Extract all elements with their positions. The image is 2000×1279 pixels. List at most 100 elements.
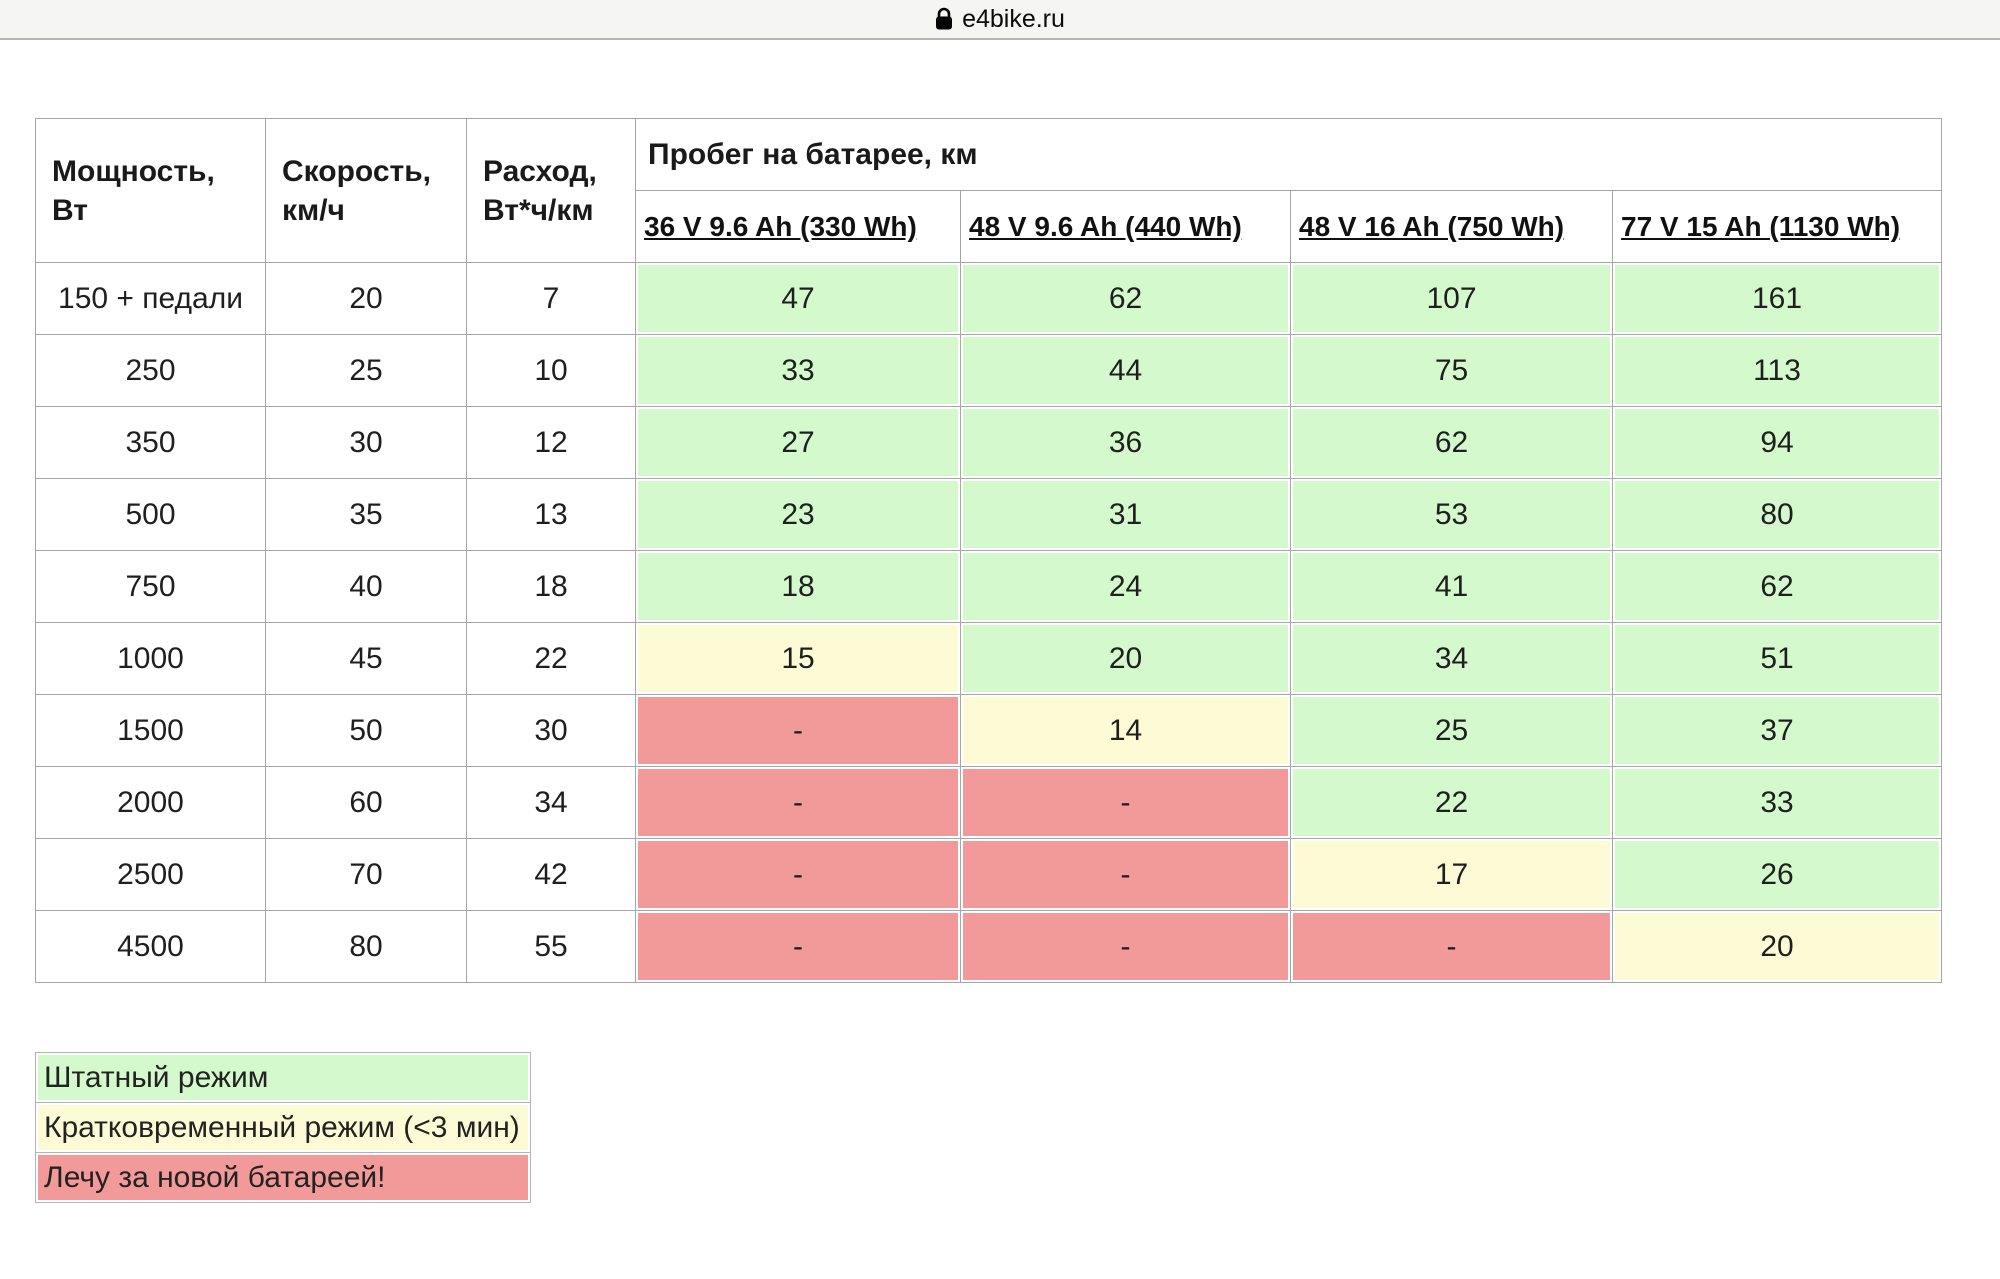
table-row: 250 25 10 33 44 75 113 xyxy=(35,334,1942,407)
range-cell-red: - xyxy=(960,838,1291,911)
range-cell-green: 107 xyxy=(1290,262,1613,335)
power-cell: 250 xyxy=(35,334,266,407)
range-cell-red: - xyxy=(960,910,1291,983)
range-cell-green: 51 xyxy=(1612,622,1942,695)
range-cell-red: - xyxy=(1290,910,1613,983)
range-cell-green: 94 xyxy=(1612,406,1942,479)
range-cell-green: 27 xyxy=(635,406,961,479)
range-cell-yellow: 14 xyxy=(960,694,1291,767)
range-cell-green: 33 xyxy=(1612,766,1942,839)
range-cell-green: 26 xyxy=(1612,838,1942,911)
header-consumption: Расход, Вт*ч/км xyxy=(466,118,636,263)
table-row: 350 30 12 27 36 62 94 xyxy=(35,406,1942,479)
table-row: 1500 50 30-14 25 37 xyxy=(35,694,1942,767)
table-row: 150 + педали 20 7 47 62 107 161 xyxy=(35,262,1942,335)
range-cell-green: 33 xyxy=(635,334,961,407)
range-cell-green: 47 xyxy=(635,262,961,335)
legend-label-green: Штатный режим xyxy=(35,1052,531,1103)
page-content: Мощность, Вт Скорость, км/ч Расход, Вт*ч… xyxy=(35,118,2000,1203)
header-battery-77v: 77 V 15 Ah (1130 Wh) xyxy=(1612,190,1942,263)
range-cell-red: - xyxy=(635,766,961,839)
battery-range-table: Мощность, Вт Скорость, км/ч Расход, Вт*ч… xyxy=(35,118,1942,983)
battery-link-36v[interactable]: 36 V 9.6 Ah (330 Wh) xyxy=(644,211,917,242)
range-cell-green: 20 xyxy=(960,622,1291,695)
range-cell-green: 62 xyxy=(1290,406,1613,479)
consumption-cell: 18 xyxy=(466,550,636,623)
power-cell: 150 + педали xyxy=(35,262,266,335)
range-cell-green: 25 xyxy=(1290,694,1613,767)
range-cell-green: 37 xyxy=(1612,694,1942,767)
range-cell-red: - xyxy=(635,910,961,983)
power-cell: 1000 xyxy=(35,622,266,695)
table-row: 2500 70 42- -17 26 xyxy=(35,838,1942,911)
power-cell: 1500 xyxy=(35,694,266,767)
legend-row: Лечу за новой батареей! xyxy=(35,1152,531,1203)
power-cell: 2500 xyxy=(35,838,266,911)
consumption-cell: 42 xyxy=(466,838,636,911)
legend-row: Штатный режим xyxy=(35,1052,531,1103)
range-cell-green: 75 xyxy=(1290,334,1613,407)
speed-cell: 45 xyxy=(265,622,467,695)
range-cell-yellow: 20 xyxy=(1612,910,1942,983)
range-cell-green: 36 xyxy=(960,406,1291,479)
range-cell-green: 113 xyxy=(1612,334,1942,407)
power-cell: 2000 xyxy=(35,766,266,839)
range-cell-yellow: 15 xyxy=(635,622,961,695)
consumption-cell: 13 xyxy=(466,478,636,551)
range-cell-red: - xyxy=(635,838,961,911)
consumption-cell: 22 xyxy=(466,622,636,695)
range-cell-green: 34 xyxy=(1290,622,1613,695)
browser-address-bar[interactable]: e4bike.ru xyxy=(0,0,2000,40)
speed-cell: 40 xyxy=(265,550,467,623)
range-table-body: 150 + педали 20 7 47 62 107 161 250 25 10 33 44 75 11… xyxy=(35,262,1942,983)
range-cell-green: 53 xyxy=(1290,478,1613,551)
range-cell-red: - xyxy=(960,766,1291,839)
battery-link-77v[interactable]: 77 V 15 Ah (1130 Wh) xyxy=(1621,211,1901,242)
range-cell-green: 23 xyxy=(635,478,961,551)
legend-label-yellow: Кратковременный режим (<3 мин) xyxy=(35,1102,531,1153)
header-speed: Скорость, км/ч xyxy=(265,118,467,263)
range-cell-green: 44 xyxy=(960,334,1291,407)
consumption-cell: 7 xyxy=(466,262,636,335)
consumption-cell: 30 xyxy=(466,694,636,767)
lock-icon xyxy=(935,7,953,31)
legend-table-body: Штатный режим Кратковременный режим (<3 м… xyxy=(35,1052,531,1203)
speed-cell: 30 xyxy=(265,406,467,479)
range-cell-green: 31 xyxy=(960,478,1291,551)
legend-label-red: Лечу за новой батареей! xyxy=(35,1152,531,1203)
power-cell: 750 xyxy=(35,550,266,623)
legend-table: Штатный режим Кратковременный режим (<3 м… xyxy=(35,1052,531,1203)
speed-cell: 70 xyxy=(265,838,467,911)
table-row: 750 40 18 18 24 41 62 xyxy=(35,550,1942,623)
consumption-cell: 12 xyxy=(466,406,636,479)
range-cell-green: 80 xyxy=(1612,478,1942,551)
battery-link-48v-16[interactable]: 48 V 16 Ah (750 Wh) xyxy=(1299,211,1565,242)
range-cell-green: 24 xyxy=(960,550,1291,623)
table-row: 1000 45 22 15 20 34 51 xyxy=(35,622,1942,695)
header-range-group: Пробег на батарее, км xyxy=(635,118,1942,191)
speed-cell: 50 xyxy=(265,694,467,767)
table-row: 500 35 13 23 31 53 80 xyxy=(35,478,1942,551)
speed-cell: 25 xyxy=(265,334,467,407)
legend-row: Кратковременный режим (<3 мин) xyxy=(35,1102,531,1153)
header-battery-48v-96: 48 V 9.6 Ah (440 Wh) xyxy=(960,190,1291,263)
power-cell: 350 xyxy=(35,406,266,479)
range-cell-green: 161 xyxy=(1612,262,1942,335)
range-cell-green: 62 xyxy=(960,262,1291,335)
power-cell: 4500 xyxy=(35,910,266,983)
consumption-cell: 34 xyxy=(466,766,636,839)
range-cell-green: 41 xyxy=(1290,550,1613,623)
range-cell-green: 18 xyxy=(635,550,961,623)
range-cell-yellow: 17 xyxy=(1290,838,1613,911)
speed-cell: 20 xyxy=(265,262,467,335)
speed-cell: 80 xyxy=(265,910,467,983)
battery-link-48v-96[interactable]: 48 V 9.6 Ah (440 Wh) xyxy=(969,211,1242,242)
header-battery-36v: 36 V 9.6 Ah (330 Wh) xyxy=(635,190,961,263)
range-cell-green: 62 xyxy=(1612,550,1942,623)
header-battery-48v-16: 48 V 16 Ah (750 Wh) xyxy=(1290,190,1613,263)
address-url: e4bike.ru xyxy=(962,4,1065,33)
header-power: Мощность, Вт xyxy=(35,118,266,263)
table-row: 2000 60 34- -22 33 xyxy=(35,766,1942,839)
speed-cell: 60 xyxy=(265,766,467,839)
power-cell: 500 xyxy=(35,478,266,551)
